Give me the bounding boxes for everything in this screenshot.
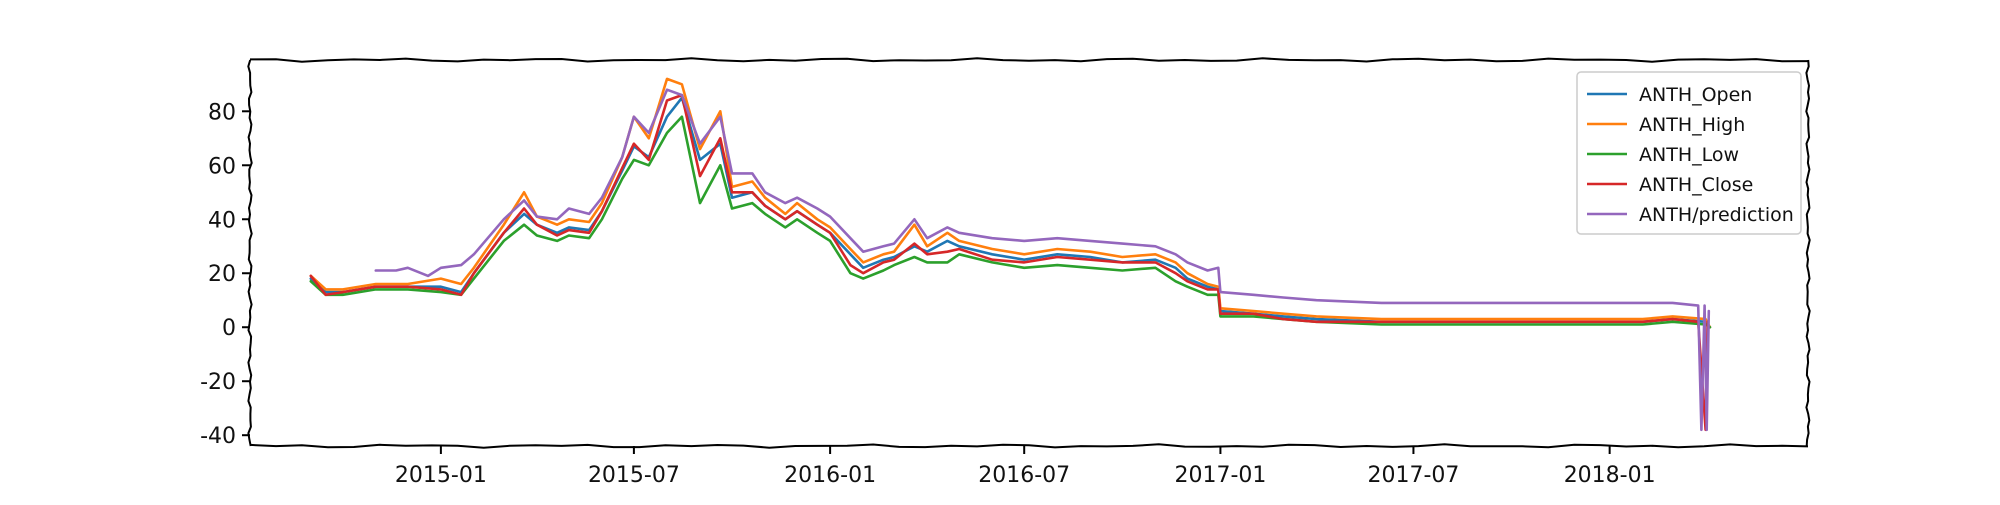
x-tick-label: 2017-01 (1174, 463, 1266, 488)
series-layer (309, 77, 1712, 432)
legend-label: ANTH_High (1639, 114, 1745, 136)
x-axis: 2015-01 2015-07 2016-01 2016-07 2017-01 2017-… (395, 446, 1656, 488)
x-tick-label: 2018-01 (1564, 463, 1656, 488)
frame-bottom (249, 443, 1809, 449)
y-tick-label: -20 (200, 370, 236, 395)
y-tick-label: 20 (208, 262, 236, 287)
x-tick-label: 2015-07 (588, 463, 680, 488)
legend-label: ANTH_Open (1639, 84, 1752, 106)
legend-label: ANTH_Low (1639, 144, 1739, 166)
frame-right (1805, 59, 1811, 447)
x-tick-label: 2015-01 (395, 463, 487, 488)
legend-box (1576, 71, 1802, 235)
y-tick-label: 40 (208, 208, 236, 233)
y-tick-label: 80 (208, 100, 236, 125)
y-tick-label: 0 (222, 316, 236, 341)
legend-label: ANTH_Close (1639, 174, 1753, 196)
plot-frame (247, 57, 1811, 449)
series-line-anth-close (309, 93, 1710, 432)
frame-top (249, 57, 1809, 63)
y-axis: 80 60 40 20 0 -20 -40 (200, 100, 250, 449)
series-line-anth-prediction (374, 88, 1711, 432)
y-tick-label: -40 (200, 424, 236, 449)
y-tick-label: 60 (208, 154, 236, 179)
series-line-anth-low (309, 115, 1712, 329)
series-line-anth-open (309, 96, 1712, 329)
frame-left (247, 59, 253, 447)
x-tick-label: 2016-01 (784, 463, 876, 488)
x-tick-label: 2016-07 (978, 463, 1070, 488)
x-tick-label: 2017-07 (1367, 463, 1459, 488)
series-line-anth-high (309, 77, 1712, 329)
legend: ANTH_Open ANTH_High ANTH_Low ANTH_Close ANTH… (1576, 71, 1802, 235)
legend-label: ANTH/prediction (1639, 204, 1794, 226)
